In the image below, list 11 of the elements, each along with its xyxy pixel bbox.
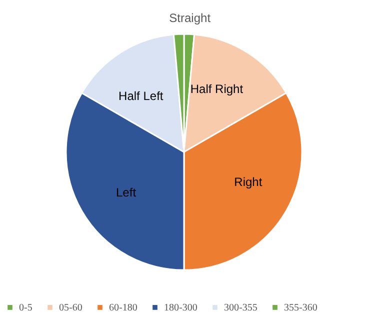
- text: Right: [234, 174, 262, 189]
- legend-label: 180-300: [164, 302, 198, 314]
- legend-label: 60-180: [109, 302, 138, 314]
- legend-label: 05-60: [59, 302, 82, 314]
- text: Straight: [169, 11, 211, 26]
- text: Half Left: [118, 88, 164, 103]
- legend-label: 300-355: [224, 302, 258, 314]
- legend-label: 355-360: [284, 302, 318, 314]
- legend-label: 0-5: [19, 302, 32, 314]
- text: Left: [116, 186, 136, 200]
- text: Half Right: [190, 82, 244, 96]
